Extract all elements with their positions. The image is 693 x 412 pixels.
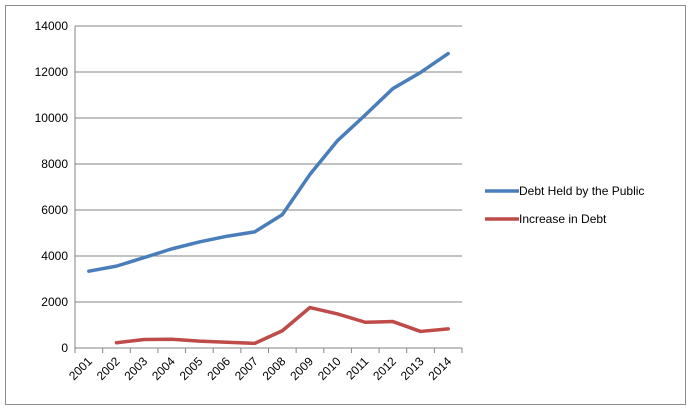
series-line-2 [114, 305, 450, 346]
x-tick-label: 2012 [370, 354, 399, 383]
y-tick-label: 4000 [41, 249, 68, 263]
y-tick-label: 10000 [35, 111, 69, 125]
y-tick-label: 2000 [41, 295, 68, 309]
x-tick-label: 2002 [94, 354, 123, 383]
x-tick-label: 2014 [426, 354, 455, 383]
y-tick-label: 12000 [35, 65, 69, 79]
series-lines [87, 51, 450, 346]
x-tick-label: 2004 [149, 354, 178, 383]
x-tick-label: 2006 [204, 354, 233, 383]
y-tick-label: 14000 [35, 19, 69, 33]
x-tick-label: 2001 [66, 354, 95, 383]
legend: Debt Held by the Public Increase in Debt [485, 184, 644, 226]
x-tick-label: 2013 [398, 354, 427, 383]
legend-label-1: Debt Held by the Public [519, 184, 644, 198]
gridlines [74, 25, 462, 349]
x-tick-label: 2007 [232, 354, 261, 383]
x-tick-label: 2005 [177, 354, 206, 383]
legend-label-2: Increase in Debt [519, 212, 607, 226]
x-tick-label: 2011 [343, 354, 371, 382]
x-tick-label: 2009 [287, 354, 316, 383]
x-tick-label: 2010 [315, 354, 344, 383]
series-line-1 [87, 51, 450, 273]
y-axis-ticks: 0 2000 4000 6000 8000 10000 12000 14000 [35, 19, 69, 355]
y-tick-label: 6000 [41, 203, 68, 217]
y-tick-label: 8000 [41, 157, 68, 171]
x-tick-label: 2003 [121, 354, 150, 383]
x-axis-ticks: 2001200220032004200520062007200820092010… [66, 348, 463, 383]
x-tick-label: 2008 [260, 354, 289, 383]
y-tick-label: 0 [61, 341, 68, 355]
